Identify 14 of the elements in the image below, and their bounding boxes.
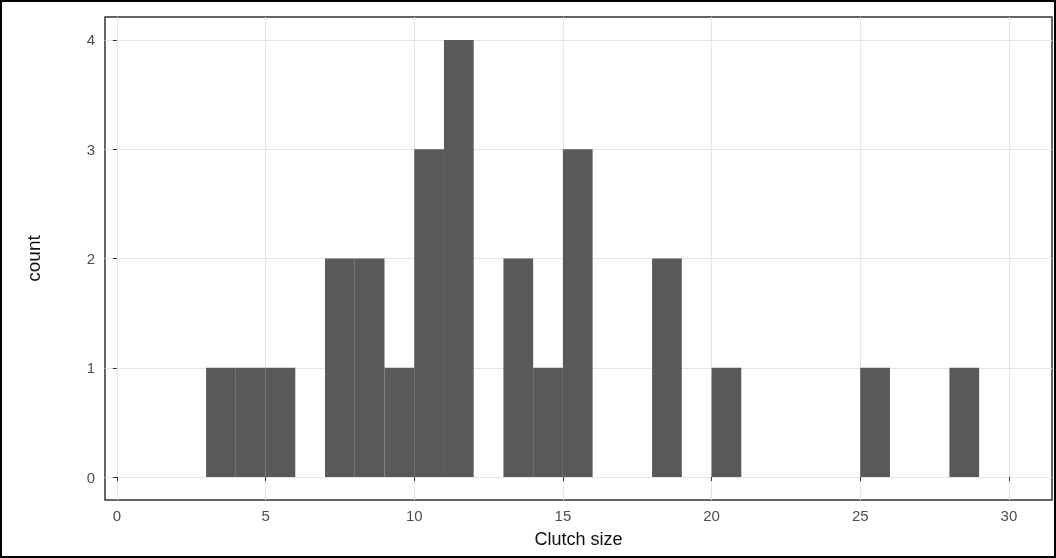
x-tick-label: 10 bbox=[405, 507, 423, 524]
x-tick-label: 5 bbox=[261, 507, 270, 524]
x-tick-label: 0 bbox=[112, 507, 122, 524]
x-tick-label: 20 bbox=[703, 507, 720, 524]
x-tick-label: 15 bbox=[554, 507, 572, 524]
y-tick-label: 1 bbox=[86, 359, 95, 377]
x-axis-title: Clutch size bbox=[534, 529, 623, 549]
y-tick-label: 2 bbox=[86, 250, 95, 267]
y-tick-label: 0 bbox=[86, 468, 95, 486]
y-tick-label: 4 bbox=[86, 31, 95, 49]
y-tick-label: 3 bbox=[86, 140, 95, 158]
y-axis-title: count bbox=[23, 234, 44, 282]
x-tick-label: 30 bbox=[1000, 507, 1018, 524]
x-tick-label: 25 bbox=[851, 507, 869, 524]
